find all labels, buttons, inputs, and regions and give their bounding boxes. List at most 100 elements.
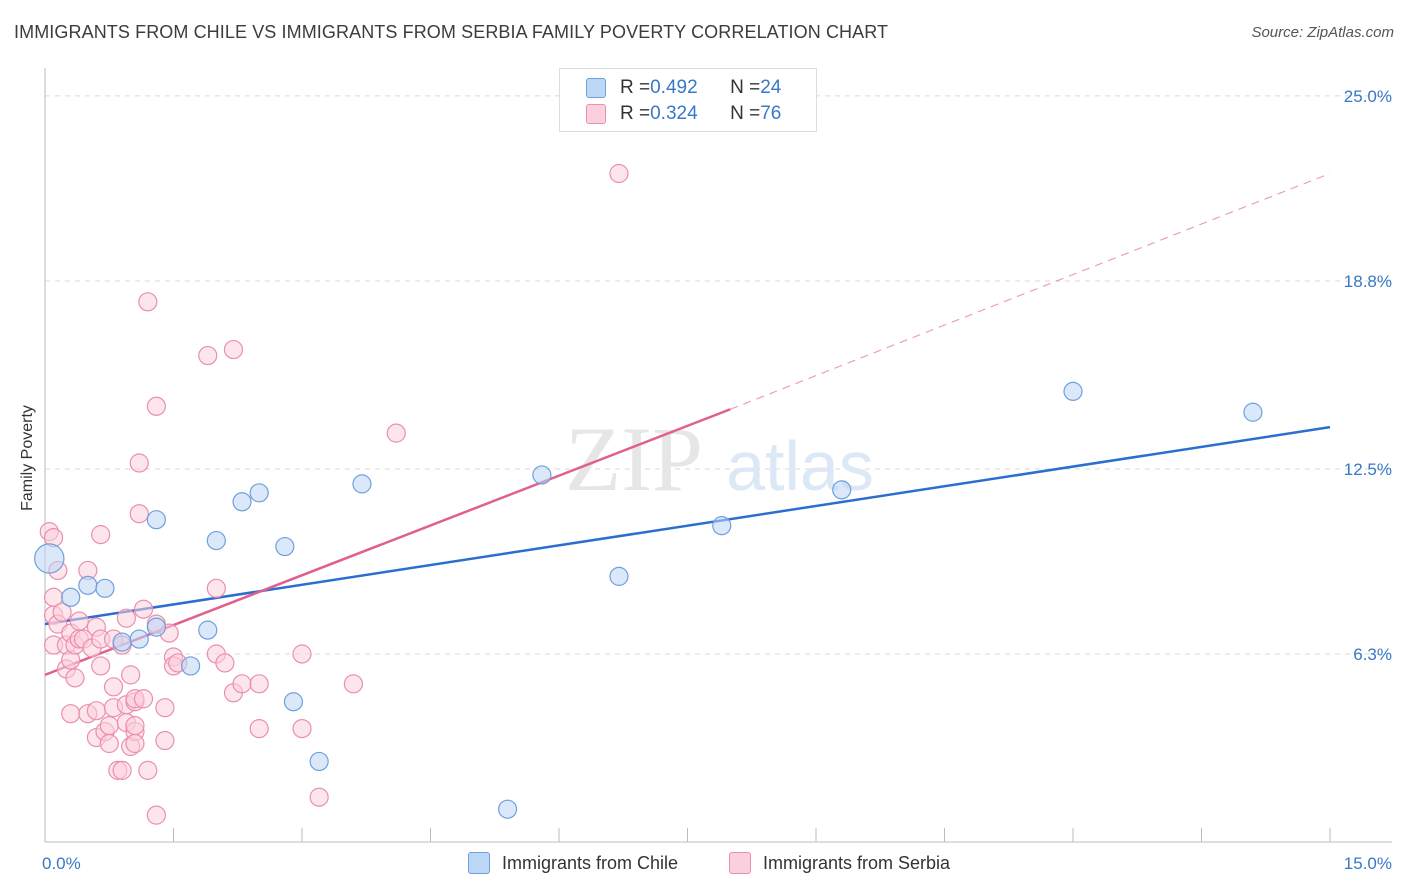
data-point-serbia xyxy=(292,718,312,739)
data-point-serbia xyxy=(609,163,629,184)
data-point-chile xyxy=(309,751,329,772)
y-tick-label: 12.5% xyxy=(1344,460,1392,479)
data-point-chile xyxy=(181,656,201,676)
x-tick-label: 15.0% xyxy=(1344,854,1392,873)
watermark: ZIP atlas xyxy=(565,408,874,510)
legend-n-value: 24 xyxy=(760,77,782,98)
data-point-serbia xyxy=(129,453,149,473)
legend-label-chile: Immigrants from Chile xyxy=(502,852,679,873)
data-point-chile xyxy=(498,799,518,819)
data-point-serbia xyxy=(52,602,72,622)
data-point-serbia xyxy=(91,525,111,545)
data-point-serbia xyxy=(133,689,154,709)
data-point-chile xyxy=(95,578,115,598)
data-point-serbia xyxy=(309,787,329,807)
data-point-chile xyxy=(232,492,252,512)
data-points xyxy=(34,163,1263,825)
y-axis-label: Family Poverty xyxy=(19,405,36,511)
data-point-chile xyxy=(1243,402,1263,422)
data-point-serbia xyxy=(103,677,124,697)
data-point-chile xyxy=(532,465,552,485)
data-point-serbia xyxy=(116,608,136,628)
y-tick-label: 25.0% xyxy=(1344,87,1392,106)
grid-lines xyxy=(45,95,1392,655)
legend-swatch-chile xyxy=(586,78,606,98)
data-point-chile xyxy=(112,632,132,652)
data-point-chile xyxy=(609,566,629,586)
data-point-chile xyxy=(352,474,372,494)
data-point-chile xyxy=(129,629,149,649)
data-point-serbia xyxy=(86,701,107,721)
data-point-chile xyxy=(832,480,852,500)
data-point-serbia xyxy=(133,599,154,619)
data-point-chile xyxy=(249,483,269,503)
data-point-chile xyxy=(34,543,65,574)
data-point-serbia xyxy=(121,665,141,685)
legend-r-label: R = xyxy=(620,77,651,98)
data-point-chile xyxy=(1063,381,1083,401)
data-point-serbia xyxy=(249,718,269,739)
data-point-chile xyxy=(146,510,166,530)
data-point-chile xyxy=(275,536,295,557)
data-point-chile xyxy=(61,587,81,607)
series-legend: Immigrants from Chile Immigrants from Se… xyxy=(0,852,1406,876)
tick-labels: 6.3% 12.5% 18.8% 25.0% 0.0% 15.0% xyxy=(42,87,1392,873)
data-point-serbia xyxy=(249,674,269,694)
legend-swatch-chile xyxy=(468,852,490,874)
data-point-serbia xyxy=(69,611,89,631)
data-point-chile xyxy=(206,530,226,551)
data-point-serbia xyxy=(198,345,218,366)
legend-n-label: N = xyxy=(730,77,761,98)
watermark-atlas: atlas xyxy=(726,427,874,505)
data-point-serbia xyxy=(155,730,175,751)
data-point-serbia xyxy=(223,339,244,360)
data-point-chile xyxy=(283,692,304,712)
legend-item-serbia: Immigrants from Serbia xyxy=(729,852,950,874)
data-point-chile xyxy=(146,617,166,637)
correlation-legend: R = 0.492 N = 24 R = 0.324 N = 76 xyxy=(559,68,817,132)
data-point-serbia xyxy=(125,733,145,754)
watermark-zip: ZIP xyxy=(565,408,703,510)
legend-n-value: 76 xyxy=(760,103,782,124)
legend-n-label: N = xyxy=(730,103,761,124)
x-tick-label: 0.0% xyxy=(42,854,81,873)
legend-r-value: 0.324 xyxy=(650,103,698,124)
data-point-serbia xyxy=(138,292,158,312)
data-point-serbia xyxy=(155,698,175,718)
data-point-chile xyxy=(198,620,218,640)
legend-r-value: 0.492 xyxy=(650,77,698,98)
legend-row-chile: R = 0.492 N = 24 xyxy=(586,77,781,99)
data-point-serbia xyxy=(215,653,235,673)
data-point-serbia xyxy=(292,644,312,664)
data-point-serbia xyxy=(146,396,166,416)
data-point-serbia xyxy=(386,423,406,443)
data-point-serbia xyxy=(65,668,85,688)
data-point-serbia xyxy=(99,716,119,736)
legend-item-chile: Immigrants from Chile xyxy=(468,852,678,874)
legend-label-serbia: Immigrants from Serbia xyxy=(763,852,951,873)
data-point-chile xyxy=(712,516,732,536)
data-point-serbia xyxy=(146,805,166,825)
y-tick-label: 6.3% xyxy=(1353,645,1392,664)
data-point-serbia xyxy=(343,674,363,694)
data-point-serbia xyxy=(112,760,132,780)
source-label: Source: ZipAtlas.com xyxy=(1251,24,1394,41)
data-point-chile xyxy=(78,575,98,595)
data-point-serbia xyxy=(232,674,252,694)
data-point-serbia xyxy=(61,704,81,724)
data-point-serbia xyxy=(129,504,149,524)
y-tick-label: 18.8% xyxy=(1344,272,1392,291)
chart-title: IMMIGRANTS FROM CHILE VS IMMIGRANTS FROM… xyxy=(14,22,889,42)
legend-row-serbia: R = 0.324 N = 76 xyxy=(586,103,781,125)
legend-swatch-serbia xyxy=(729,852,751,874)
data-point-serbia xyxy=(125,716,145,736)
trend-extension-serbia xyxy=(730,172,1331,410)
data-point-serbia xyxy=(206,578,226,598)
data-point-serbia xyxy=(91,656,111,676)
axes xyxy=(44,68,1392,843)
legend-swatch-serbia xyxy=(586,104,606,124)
legend-r-label: R = xyxy=(620,103,651,124)
data-point-serbia xyxy=(138,760,158,780)
data-point-serbia xyxy=(99,733,119,754)
